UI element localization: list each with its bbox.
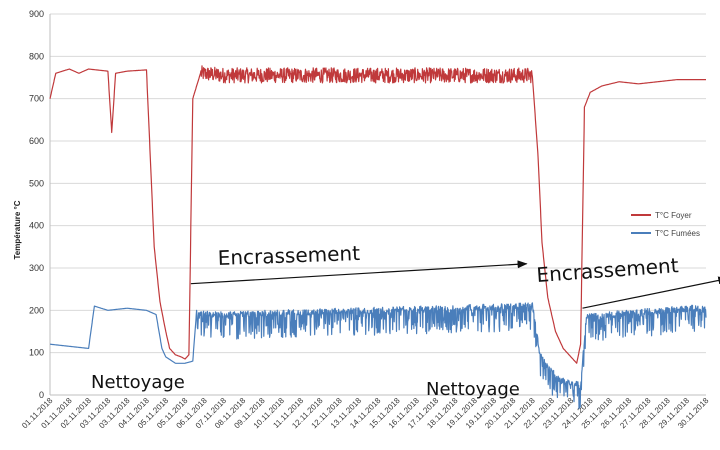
legend-label-foyer: T°C Foyer: [655, 211, 692, 220]
encrassement-arrow-1: [190, 260, 528, 285]
annotation-nettoyage-1: Nettoyage: [91, 372, 185, 393]
y-tick-label: 600: [29, 136, 44, 146]
y-tick-label: 400: [29, 221, 44, 231]
y-tick-label: 500: [29, 178, 44, 188]
series-group: [49, 65, 707, 410]
encrassement-arrow-2: [582, 276, 720, 309]
grid: [50, 13, 706, 396]
y-tick-label: 900: [29, 9, 44, 19]
legend: T°C Foyer T°C Fumées: [631, 211, 700, 238]
annotation-arrows: [190, 260, 720, 309]
y-tick-label: 800: [29, 51, 44, 61]
annotation-encrassement-2: Encrassement: [536, 253, 680, 287]
y-axis-label: Température °C: [13, 200, 22, 259]
annotation-nettoyage-2: Nettoyage: [426, 379, 520, 400]
y-tick-label: 0: [39, 390, 44, 400]
y-tick-label: 200: [29, 305, 44, 315]
y-tick-label: 300: [29, 263, 44, 273]
y-tick-label: 100: [29, 348, 44, 358]
series-line-foyer: [49, 65, 707, 364]
y-tick-label: 700: [29, 94, 44, 104]
annotation-encrassement-1: Encrassement: [217, 241, 360, 270]
series-line-fumees: [49, 302, 707, 410]
legend-label-fumees: T°C Fumées: [655, 229, 700, 238]
